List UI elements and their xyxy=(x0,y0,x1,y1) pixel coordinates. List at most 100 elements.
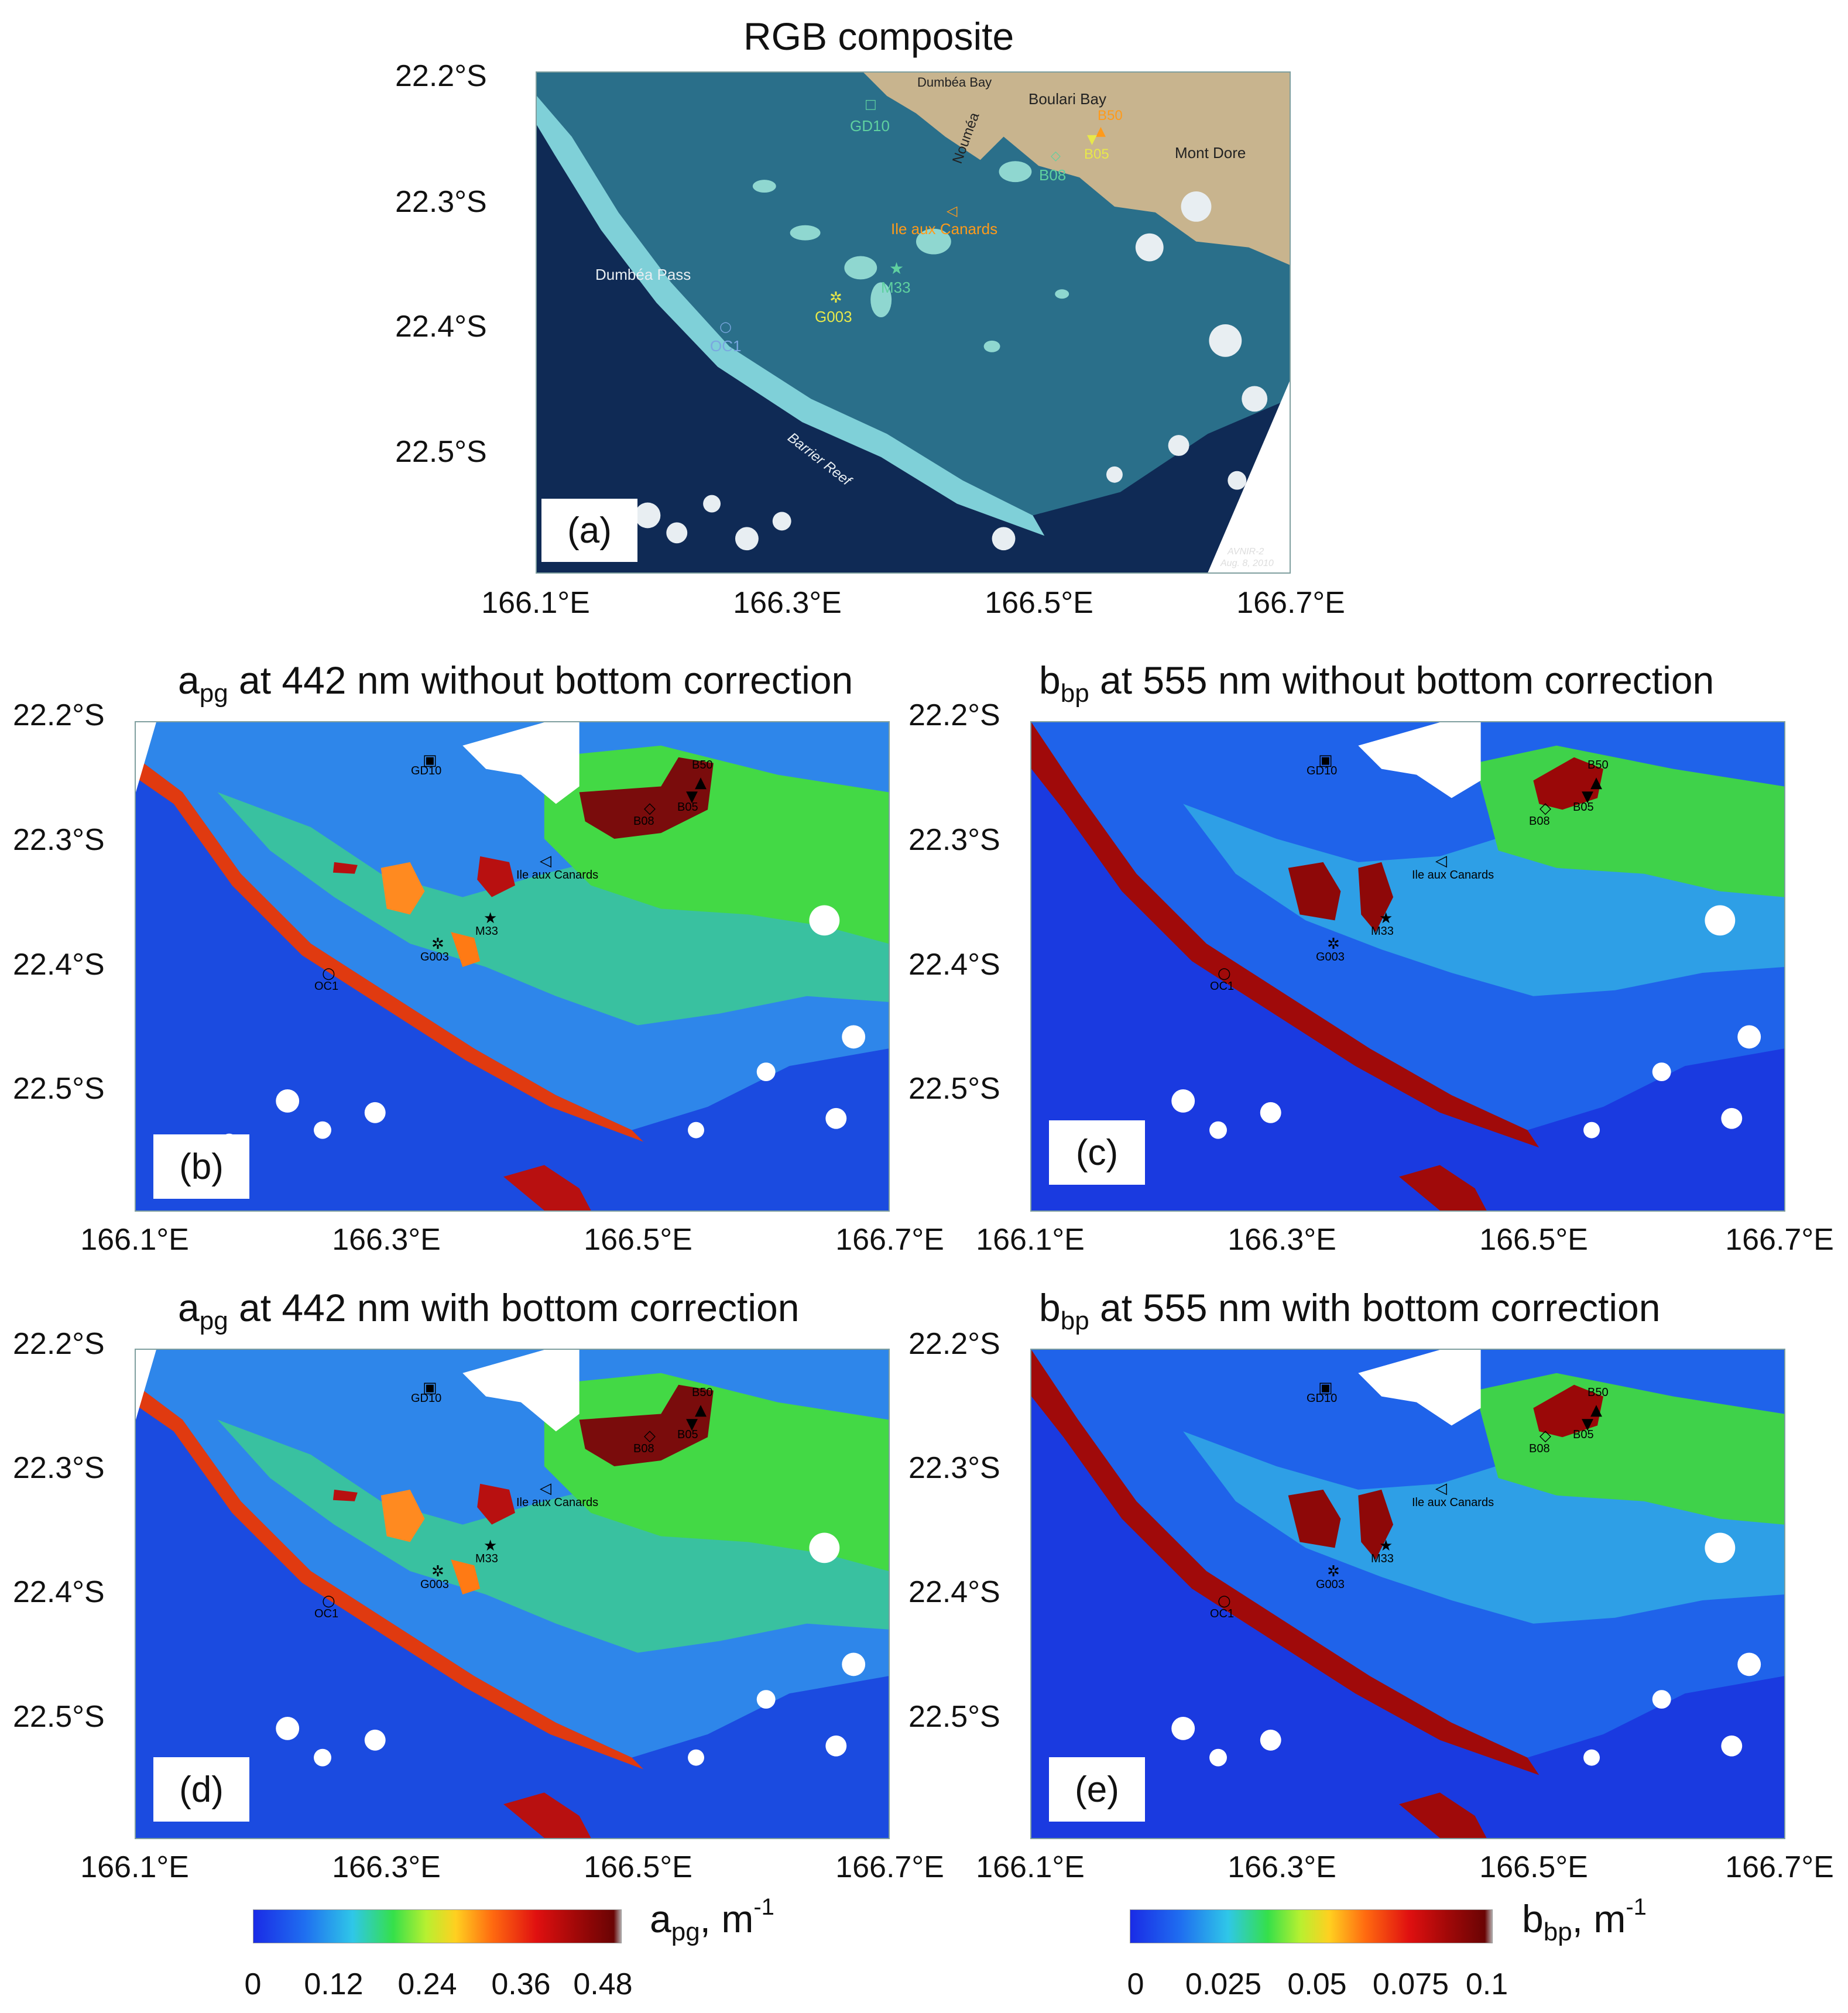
station-gd10-marker: ▣ xyxy=(1318,1379,1333,1397)
map-raster xyxy=(136,1350,889,1838)
station-gd10-label: GD10 xyxy=(411,1392,442,1405)
panel-e-bbp-map: (e) ▣ GD10 ▲ B50 ▼ B05 ◇ B08 ◁ Ile aux Canards ★ M3… xyxy=(1030,1349,1785,1839)
station-oc1-marker: ○ xyxy=(1218,965,1231,982)
panel-a-lat-tick-3: 22.4°S xyxy=(395,310,487,344)
station-m33-label: M33 xyxy=(475,925,498,938)
station-oc1-label: OC1 xyxy=(1210,980,1235,993)
panel-b-title: apg at 442 nm without bottom correction xyxy=(178,659,853,708)
panel-a-lat-tick-2: 22.3°S xyxy=(395,185,487,219)
station-b05-marker: ▼ xyxy=(686,1415,698,1433)
panel-d-title: apg at 442 nm with bottom correction xyxy=(178,1286,800,1335)
station-g003-marker: ✲ xyxy=(829,289,842,307)
panel-e-title: bbp at 555 nm with bottom correction xyxy=(1039,1286,1661,1335)
station-b08-label: B08 xyxy=(1529,1442,1550,1455)
panel-c-lon-tick-1: 166.1°E xyxy=(976,1223,1085,1257)
station-ile-aux-canards-label: Ile aux Canards xyxy=(1412,869,1494,882)
panel-d-lat-tick-3: 22.4°S xyxy=(13,1575,105,1609)
panel-c-label: (c) xyxy=(1049,1120,1145,1185)
panel-b-lat-tick-4: 22.5°S xyxy=(13,1072,105,1106)
panel-a-label: (a) xyxy=(541,499,637,562)
panel-e-lat-tick-3: 22.4°S xyxy=(908,1575,1000,1609)
colorbar-apg-tick-4: 0.48 xyxy=(573,1967,633,2001)
station-g003-marker: ✲ xyxy=(431,935,444,953)
panel-e-lat-tick-1: 22.2°S xyxy=(908,1327,1000,1361)
panel-b-apg-map: (b) ▣ GD10 ▲ B50 ▼ B05 ◇ B08 ◁ Ile aux Canards ★ M3… xyxy=(135,721,890,1212)
station-m33-label: M33 xyxy=(881,279,911,296)
panel-a-lon-tick-3: 166.5°E xyxy=(985,586,1093,620)
station-ile-aux-canards-marker: ◁ xyxy=(540,852,551,870)
station-b05-marker: ▼ xyxy=(1087,132,1097,147)
station-gd10-marker: ▣ xyxy=(423,752,437,769)
place-dumbea-pass: Dumbéa Pass xyxy=(595,266,691,283)
station-oc1-label: OC1 xyxy=(710,337,742,355)
colorbar-bbp-tick-2: 0.05 xyxy=(1287,1967,1347,2001)
panel-d-lon-tick-4: 166.7°E xyxy=(835,1850,944,1884)
station-oc1-label: OC1 xyxy=(314,1607,339,1620)
station-oc1-label: OC1 xyxy=(1210,1607,1235,1620)
panel-c-title: bbp at 555 nm without bottom correction xyxy=(1039,659,1715,708)
panel-a-lat-tick-4: 22.5°S xyxy=(395,435,487,469)
panel-b-lat-tick-1: 22.2°S xyxy=(13,698,105,732)
station-b08-marker: ◇ xyxy=(644,800,656,817)
panel-e-lon-tick-1: 166.1°E xyxy=(976,1850,1085,1884)
map-raster xyxy=(1031,722,1784,1210)
station-ile-aux-canards-marker: ◁ xyxy=(1435,1480,1447,1497)
station-b50-marker: ▲ xyxy=(695,1401,707,1419)
station-g003-label: G003 xyxy=(420,951,449,963)
station-oc1-marker: ○ xyxy=(322,1592,335,1610)
panel-a-lat-tick-1: 22.2°S xyxy=(395,59,487,93)
station-b05-label: B05 xyxy=(1573,1428,1594,1441)
colorbar-apg-label: apg, m-1 xyxy=(650,1894,774,1946)
colorbar-bbp-tick-0: 0 xyxy=(1127,1967,1144,2001)
station-m33-label: M33 xyxy=(1371,1552,1394,1565)
station-b50-label: B50 xyxy=(692,759,713,771)
station-g003-label: G003 xyxy=(815,308,852,325)
colorbar-bbp-tick-1: 0.025 xyxy=(1185,1967,1262,2001)
station-gd10-marker: ▣ xyxy=(423,1379,437,1397)
panel-c-lon-tick-2: 166.3°E xyxy=(1228,1223,1336,1257)
place-mont-dore: Mont Dore xyxy=(1175,144,1246,162)
panel-c-lat-tick-4: 22.5°S xyxy=(908,1072,1000,1106)
panel-e-lat-tick-4: 22.5°S xyxy=(908,1700,1000,1734)
station-gd10-marker: ▣ xyxy=(1318,752,1333,769)
panel-d-label: (d) xyxy=(153,1757,249,1822)
station-b50-label: B50 xyxy=(1098,108,1123,124)
station-ile-aux-canards-marker: ◁ xyxy=(947,203,958,219)
station-b05-label: B05 xyxy=(677,801,698,814)
station-g003-marker: ✲ xyxy=(431,1563,444,1580)
panel-c-lon-tick-4: 166.7°E xyxy=(1725,1223,1834,1257)
colorbar-apg-tick-1: 0.12 xyxy=(304,1967,364,2001)
panel-a-credit-line2: Aug. 8, 2010 xyxy=(1220,558,1274,568)
station-b08-label: B08 xyxy=(1039,166,1067,184)
map-raster xyxy=(1031,1350,1784,1838)
panel-a-credit-line1: AVNIR-2 xyxy=(1228,547,1264,557)
station-g003-label: G003 xyxy=(1316,951,1345,963)
panel-c-lon-tick-3: 166.5°E xyxy=(1479,1223,1588,1257)
panel-a-lon-tick-1: 166.1°E xyxy=(481,586,590,620)
panel-b-lon-tick-4: 166.7°E xyxy=(835,1223,944,1257)
station-b05-marker: ▼ xyxy=(686,788,698,805)
place-boulari-bay: Boulari Bay xyxy=(1028,90,1106,108)
panel-d-lon-tick-2: 166.3°E xyxy=(332,1850,441,1884)
station-b05-label: B05 xyxy=(1084,146,1109,162)
station-gd10-label: GD10 xyxy=(850,117,890,135)
station-gd10-marker: □ xyxy=(865,97,877,112)
station-b08-label: B08 xyxy=(633,1442,654,1455)
panel-d-lat-tick-4: 22.5°S xyxy=(13,1700,105,1734)
panel-d-lon-tick-1: 166.1°E xyxy=(80,1850,189,1884)
station-g003-marker: ✲ xyxy=(1327,935,1340,953)
panel-a-title: RGB composite xyxy=(743,15,1014,58)
station-m33-marker: ★ xyxy=(484,1537,498,1555)
station-b05-label: B05 xyxy=(677,1428,698,1441)
panel-e-label: (e) xyxy=(1049,1757,1145,1822)
panel-c-lat-tick-3: 22.4°S xyxy=(908,948,1000,982)
colorbar-apg xyxy=(253,1909,622,1943)
panel-d-lat-tick-2: 22.3°S xyxy=(13,1451,105,1485)
station-b08-label: B08 xyxy=(1529,815,1550,828)
station-gd10-label: GD10 xyxy=(1307,764,1338,777)
station-b08-marker: ◇ xyxy=(1540,800,1551,817)
map-raster xyxy=(136,722,889,1210)
panel-d-apg-map: (d) ▣ GD10 ▲ B50 ▼ B05 ◇ B08 ◁ Ile aux Canards ★ M3… xyxy=(135,1349,890,1839)
colorbar-bbp xyxy=(1130,1909,1493,1943)
panel-b-label: (b) xyxy=(153,1134,249,1199)
